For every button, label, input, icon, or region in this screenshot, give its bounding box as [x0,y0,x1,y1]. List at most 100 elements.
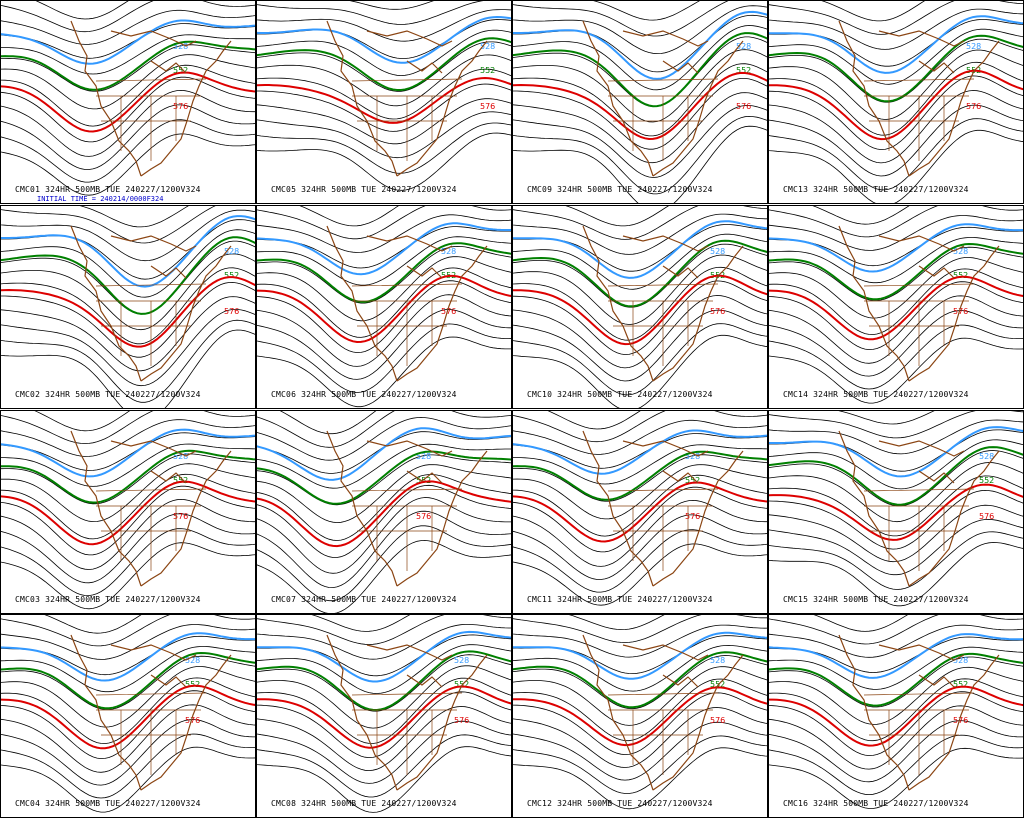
panel-caption: CMC10 324HR 500MB TUE 240227/1200V324 [527,389,713,399]
height-contour [769,118,1023,191]
height-contour [513,419,767,455]
contour-528-label: 528 [966,42,981,51]
height-contour [769,530,1023,590]
height-contour [257,721,511,785]
contour-576 [513,686,767,747]
panel-caption: CMC04 324HR 500MB TUE 240227/1200V324 [15,799,201,809]
height-contour [769,667,1023,726]
height-contour [769,129,1023,203]
coastline [838,20,1000,177]
state-borders [607,488,719,571]
coastline [70,20,232,177]
contour-528-label: 528 [480,42,495,51]
height-contour [769,268,1023,335]
height-contour [35,1,129,20]
ensemble-panel-cmc05: 528 552 576 CMC05 324HR 500MB TUE 240227/1… [256,0,512,204]
height-contour [513,747,767,810]
ensemble-panel-cmc15: 528 552 576 CMC15 324HR 500MB TUE 240227/1… [768,409,1024,614]
height-contour [513,528,767,592]
height-contour [257,615,511,646]
contour-576-label: 576 [480,102,495,111]
height-contour [257,294,511,367]
height-contour [1,646,255,693]
height-contour [257,691,511,759]
height-contour [257,68,511,120]
height-contour [769,748,1023,810]
height-contour [257,654,511,712]
contour-576-label: 576 [173,512,188,521]
coastline [838,430,1000,586]
contour-528 [257,222,511,275]
height-contour [812,205,910,225]
height-contour [513,474,767,537]
height-contour [565,205,669,227]
contour-552-label: 552 [224,271,239,280]
coastline [70,635,232,791]
panel-caption: CMC03 324HR 500MB TUE 240227/1200V324 [15,594,201,604]
contour-552-label: 552 [979,476,994,485]
panel-caption: CMC08 324HR 500MB TUE 240227/1200V324 [271,799,457,809]
state-borders [607,692,719,776]
contour-528 [769,15,1023,74]
contour-528 [257,631,511,683]
height-contour [1,719,255,786]
height-contour [257,122,511,174]
contour-528 [769,425,1023,477]
contour-552 [513,450,767,501]
height-contour [769,1,1023,35]
contour-528-label: 528 [185,656,200,665]
height-contour [769,419,1023,454]
ensemble-panel-cmc14: 528 552 576 CMC14 324HR 500MB TUE 240227/1… [768,204,1024,409]
panel-caption: CMC02 324HR 500MB TUE 240227/1200V324 [15,389,201,399]
ensemble-panel-cmc12: 528 552 576 CMC12 324HR 500MB TUE 240227/1… [512,614,768,819]
contour-576 [1,480,255,545]
height-contour [1,9,255,45]
height-contour [513,49,767,123]
height-contour [1,209,255,261]
height-contour [769,295,1023,364]
contour-552 [769,242,1023,300]
height-contour [513,5,767,55]
height-contour [513,624,767,658]
height-contour [257,443,511,489]
contour-576 [769,275,1023,341]
height-contour [257,410,511,448]
height-contour [513,666,767,727]
height-contour [1,431,255,471]
height-contour [513,280,767,355]
height-contour [257,706,511,772]
height-contour [769,625,1023,658]
height-contour [769,518,1023,575]
height-contour [513,266,767,341]
height-contour [1,452,255,504]
height-contour [1,319,255,403]
height-contour [1,677,255,745]
contour-552-label: 552 [710,680,725,689]
contour-528 [1,19,255,65]
height-contour [769,656,1023,708]
height-contour [257,665,511,729]
ensemble-panel-cmc09: 528 552 576 CMC09 324HR 500MB TUE 240227/1… [512,0,768,204]
height-contour [257,323,511,393]
ensemble-panel-cmc04: 528 552 576 CMC04 324HR 500MB TUE 240227/1… [0,614,256,819]
height-contour [1,615,255,647]
height-contour [513,615,767,644]
contour-576 [1,71,255,133]
height-contour [513,486,767,552]
height-contour [257,644,511,695]
contour-576 [257,479,511,547]
contour-528-label: 528 [710,656,725,665]
contour-528 [257,426,511,481]
height-contour [257,255,511,321]
height-contour [769,90,1023,164]
height-contour [257,524,511,601]
height-contour [1,89,255,157]
height-contour [513,707,767,769]
state-borders [863,488,975,571]
